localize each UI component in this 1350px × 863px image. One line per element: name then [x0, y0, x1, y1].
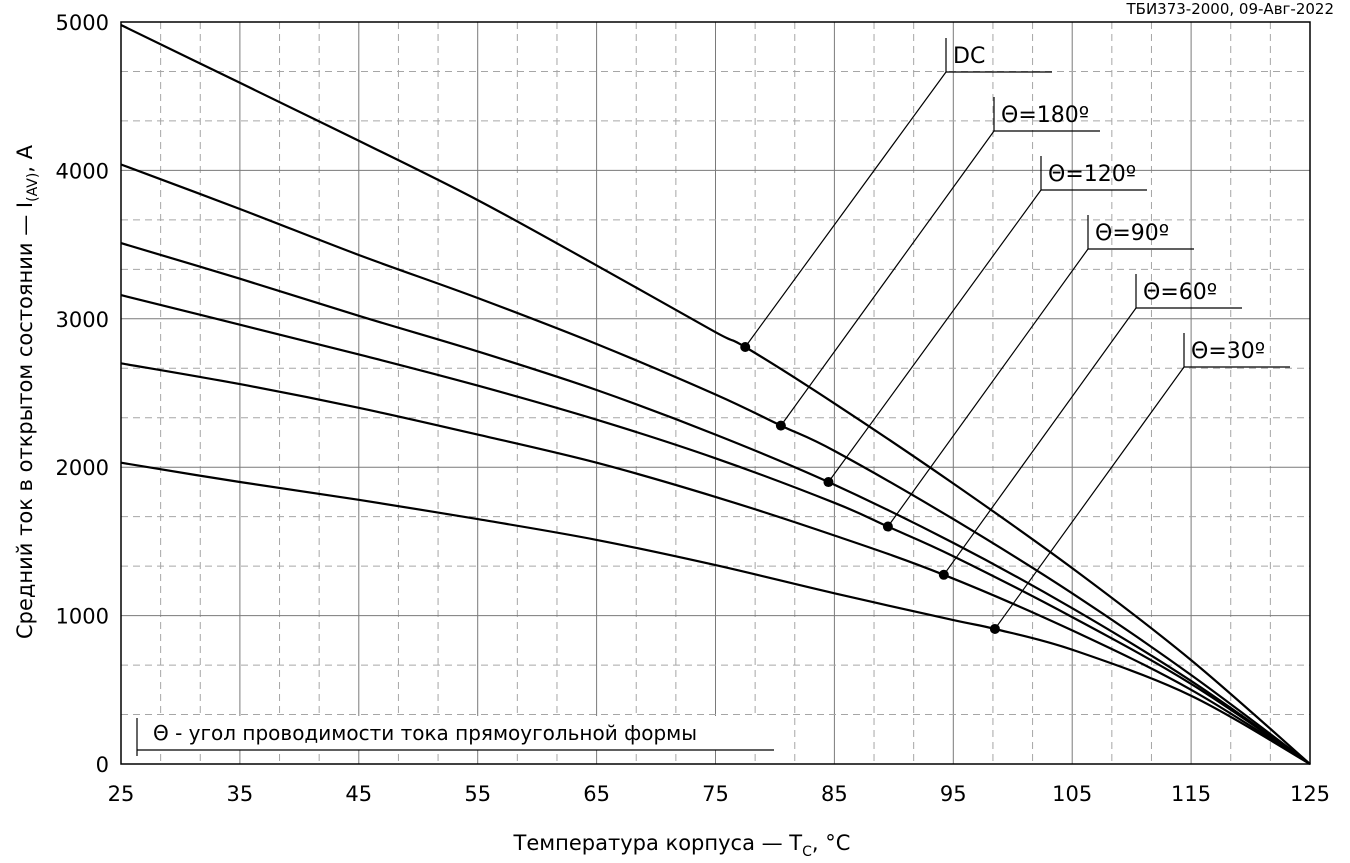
y-axis-title-unit: , A: [13, 144, 37, 172]
x-axis-title-main: Температура корпуса — T: [513, 831, 803, 855]
series-marker-dc: [740, 341, 751, 352]
series-marker-180: [775, 420, 786, 431]
x-tick-label: 45: [345, 782, 372, 806]
series-label-90: Θ=90º: [1095, 221, 1169, 246]
y-axis-title: Средний ток в открытом состоянии — I(AV)…: [13, 144, 41, 639]
plot-area-border: [120, 21, 1311, 765]
series-label-60: Θ=60º: [1143, 280, 1217, 305]
leader-line-60: [943, 307, 1137, 576]
leader-line-120: [827, 189, 1042, 483]
series-curve-60: [120, 362, 1311, 765]
y-tick-label: 4000: [56, 159, 109, 183]
y-tick-label: 1000: [56, 605, 109, 629]
x-tick-label: 115: [1171, 782, 1211, 806]
series-curve-90: [120, 294, 1311, 765]
x-tick-label: 105: [1052, 782, 1092, 806]
x-tick-label: 35: [227, 782, 254, 806]
y-axis-title-main: Средний ток в открытом состоянии — I: [13, 202, 37, 639]
y-tick-label: 2000: [56, 456, 109, 480]
x-axis-title-unit: , °C: [812, 831, 851, 855]
callout-layer: DC Θ=180º Θ=120º Θ=90º Θ=60º Θ=30º: [740, 38, 1290, 634]
note-box: Θ - угол проводимости тока прямоугольной…: [136, 716, 774, 756]
x-tick-label: 65: [583, 782, 610, 806]
leader-line-90: [887, 248, 1089, 527]
grid: [121, 22, 1310, 764]
document-id: ТБИ373-2000, 09-Авг-2022: [1126, 0, 1335, 18]
x-tick-label: 55: [464, 782, 491, 806]
y-tick-label: 3000: [56, 308, 109, 332]
series-marker-120: [823, 477, 834, 488]
x-tick-label: 75: [702, 782, 729, 806]
series-curve-30: [120, 461, 1311, 765]
x-axis-title: Температура корпуса — TC, °C: [513, 831, 851, 860]
x-tick-label: 95: [940, 782, 967, 806]
x-tick-label: 85: [821, 782, 848, 806]
note-text: Θ - угол проводимости тока прямоугольной…: [153, 721, 697, 745]
series-label-30: Θ=30º: [1191, 339, 1265, 364]
tick-labels: 25 35 45 55 65 75 85 95 105 115 125 0 1000 2000 3000 40…: [56, 11, 1331, 806]
y-tick-label: 5000: [56, 11, 109, 35]
leader-line-180: [780, 130, 995, 426]
series-layer: [120, 24, 1311, 765]
series-marker-60: [938, 569, 949, 580]
series-marker-90: [882, 521, 893, 532]
y-axis-title-subscript: (AV): [25, 173, 41, 202]
series-curve-120: [120, 242, 1311, 765]
y-tick-label: 0: [96, 753, 109, 777]
series-curve-180: [120, 163, 1311, 765]
series-label-dc: DC: [953, 44, 985, 69]
series-marker-30: [989, 623, 1000, 634]
x-axis-title-subscript: C: [802, 844, 812, 860]
leader-line-dc: [744, 71, 947, 348]
series-curve-dc: [120, 24, 1311, 765]
series-label-180: Θ=180º: [1001, 103, 1089, 128]
leader-line-30: [994, 366, 1185, 630]
series-label-120: Θ=120º: [1048, 162, 1136, 187]
x-tick-label: 25: [108, 782, 135, 806]
x-tick-label: 125: [1290, 782, 1330, 806]
